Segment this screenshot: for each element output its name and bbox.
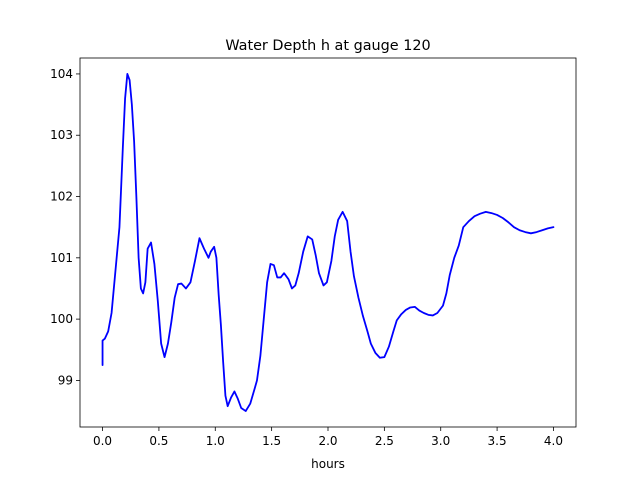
- series-line-water-depth: [101, 73, 555, 412]
- y-tick-label: 101: [50, 251, 73, 265]
- x-tick-label: 4.0: [544, 434, 563, 448]
- y-tick-label: 102: [50, 190, 73, 204]
- x-axis-ticks: 0.0 0.5 1.0 1.5 2.0 2.5 3.0 3.5 4.0: [93, 427, 563, 448]
- x-tick-label: 3.5: [488, 434, 507, 448]
- x-tick-label: 0.0: [93, 434, 112, 448]
- y-tick-label: 99: [58, 373, 73, 387]
- x-tick-label: 2.5: [375, 434, 394, 448]
- chart-title: Water Depth h at gauge 120: [225, 38, 430, 54]
- x-tick-label: 3.0: [431, 434, 450, 448]
- x-tick-label: 2.0: [318, 434, 337, 448]
- y-tick-label: 103: [50, 128, 73, 142]
- x-axis-label: hours: [311, 457, 345, 471]
- x-tick-label: 0.5: [149, 434, 168, 448]
- x-tick-label: 1.5: [262, 434, 281, 448]
- y-axis-ticks: 99 100 101 102 103 104: [50, 67, 80, 387]
- y-tick-label: 104: [50, 67, 73, 81]
- y-tick-label: 100: [50, 312, 73, 326]
- x-tick-label: 1.0: [206, 434, 225, 448]
